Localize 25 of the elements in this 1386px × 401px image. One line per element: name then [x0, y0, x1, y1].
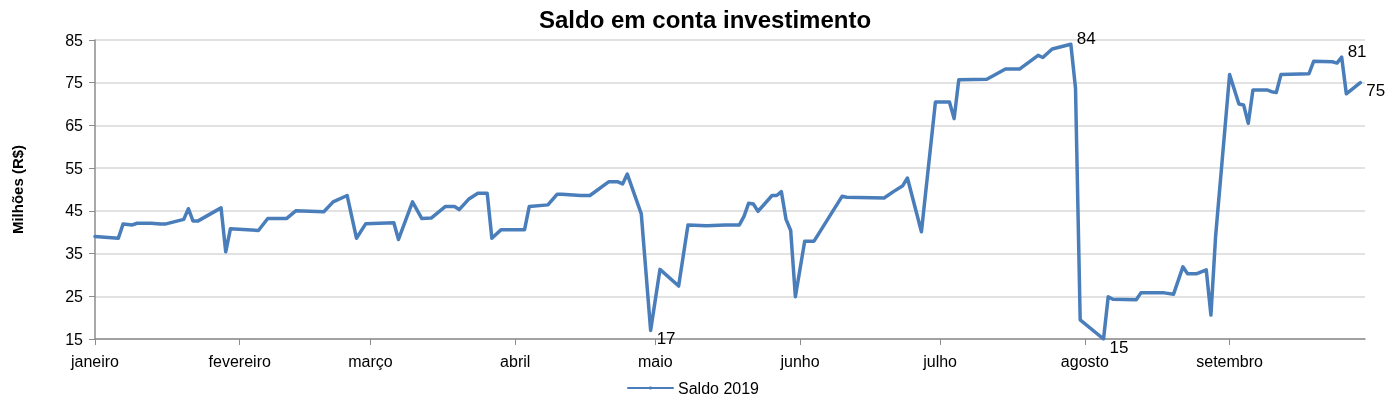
x-tick-label: março [348, 352, 393, 370]
x-tick-label: maio [637, 352, 673, 370]
data-label: 81 [1347, 41, 1367, 61]
y-tick-label: 85 [65, 31, 84, 49]
y-tick-label: 35 [65, 245, 84, 263]
y-tick-label: 65 [65, 116, 84, 134]
data-label: 84 [1076, 28, 1096, 48]
x-tick-label: agosto [1060, 352, 1109, 370]
x-tick-label: julho [922, 352, 958, 370]
y-tick-label: 15 [65, 330, 84, 348]
chart-title: Saldo em conta investimento [538, 5, 872, 33]
y-tick-label: 45 [65, 202, 84, 220]
data-label: 15 [1109, 337, 1129, 357]
x-tick-label: junho [779, 352, 820, 370]
data-label: 75 [1366, 81, 1386, 101]
data-label: 17 [656, 328, 676, 348]
y-axis-title: Milhões (R$) [9, 144, 26, 235]
x-tick-label: setembro [1196, 352, 1264, 370]
x-tick-label: abril [500, 352, 531, 370]
y-tick-label: 25 [65, 287, 84, 305]
y-tick-label: 75 [65, 74, 84, 92]
y-tick-label: 55 [65, 159, 84, 177]
legend-label: Saldo 2019 [678, 379, 760, 397]
x-tick-label: fevereiro [208, 352, 271, 370]
x-tick-label: janeiro [69, 352, 120, 370]
